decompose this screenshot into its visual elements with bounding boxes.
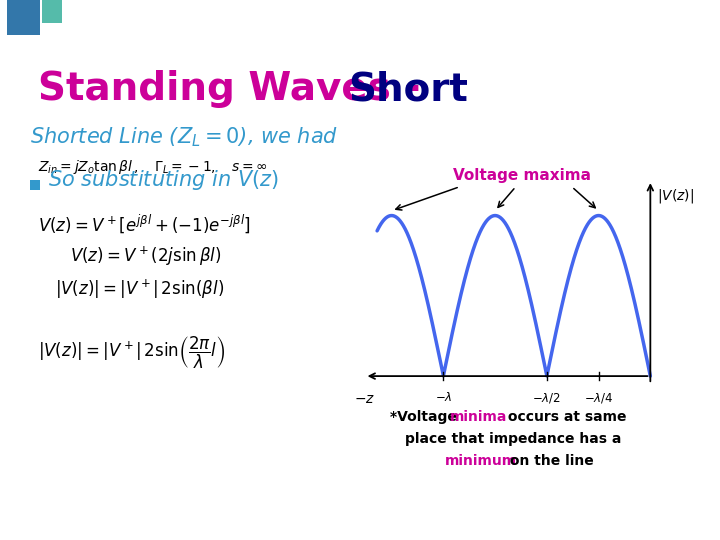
- Text: place that impedance has a: place that impedance has a: [405, 432, 621, 446]
- Text: $-z$: $-z$: [354, 392, 375, 406]
- Text: on the line: on the line: [505, 454, 594, 468]
- Text: $|V(z)|$: $|V(z)|$: [657, 187, 693, 205]
- Text: $|V(z)| = |V^+|\,2\sin(\beta l)$: $|V(z)| = |V^+|\,2\sin(\beta l)$: [55, 278, 224, 301]
- Bar: [7, 0, 40, 35]
- Text: $-\lambda/2$: $-\lambda/2$: [533, 390, 561, 404]
- Text: $|V(z)| = |V^+|\,2\sin\!\left(\dfrac{2\pi}{\lambda}l\right)$: $|V(z)| = |V^+|\,2\sin\!\left(\dfrac{2\p…: [38, 335, 225, 371]
- Text: So substituting in $V(z)$: So substituting in $V(z)$: [48, 168, 279, 192]
- Text: Short: Short: [348, 70, 468, 108]
- Text: minimum: minimum: [445, 454, 517, 468]
- Text: occurs at same: occurs at same: [503, 410, 626, 424]
- Text: $V(z) = V^+(2j\sin\beta l)$: $V(z) = V^+(2j\sin\beta l)$: [70, 245, 221, 268]
- Text: $Z_{in} = jZ_o\tan\beta l\,,\quad \Gamma_L = -1,\quad s = \infty$: $Z_{in} = jZ_o\tan\beta l\,,\quad \Gamma…: [38, 158, 268, 176]
- Text: Voltage maxima: Voltage maxima: [453, 168, 591, 184]
- Text: minima: minima: [450, 410, 508, 424]
- Bar: [30, 180, 40, 190]
- Text: $-\lambda$: $-\lambda$: [435, 390, 452, 403]
- Text: $-\lambda/4$: $-\lambda/4$: [584, 390, 613, 404]
- Text: *Voltage: *Voltage: [390, 410, 462, 424]
- Text: $V(z) = V^+[e^{j\beta l} + (-1)e^{-j\beta l}]$: $V(z) = V^+[e^{j\beta l} + (-1)e^{-j\bet…: [38, 212, 251, 235]
- Text: Shorted Line ($Z_L$$=$$0$), we had: Shorted Line ($Z_L$$=$$0$), we had: [30, 125, 338, 148]
- Text: Standing Waves -: Standing Waves -: [38, 70, 420, 108]
- Bar: [42, 0, 62, 23]
